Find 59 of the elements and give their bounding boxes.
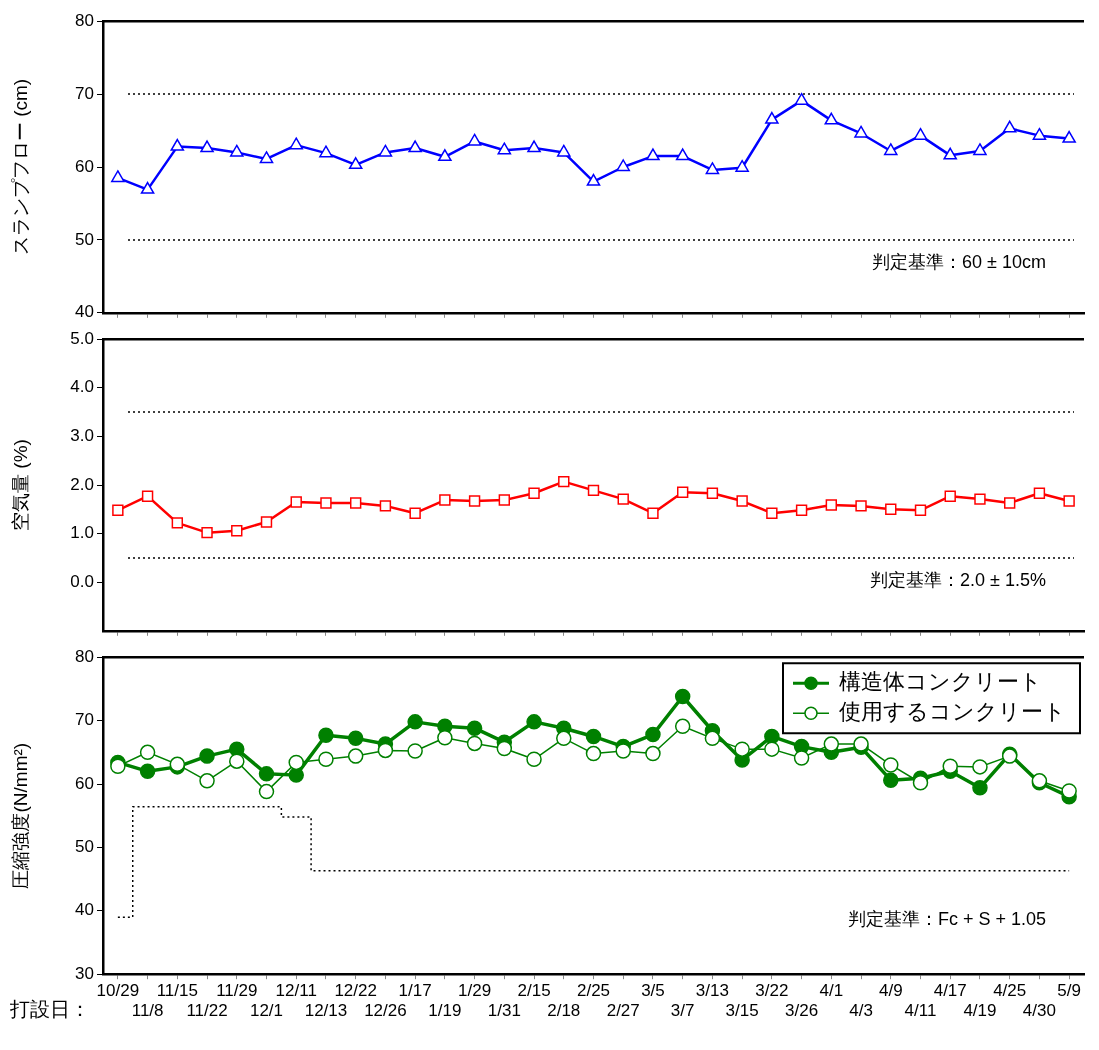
y-axis-title: 圧縮強度(N/mm²)	[9, 742, 31, 889]
y-tick-label: 70	[75, 83, 94, 103]
y-axis-title: スランプフロー (cm)	[9, 78, 31, 256]
x-tick-label: 4/1	[819, 981, 844, 1001]
x-tick-label: 2/15	[517, 981, 551, 1001]
annotation: 判定基準：2.0 ± 1.5%	[870, 570, 1046, 591]
x-tick-label: 10/29	[96, 981, 140, 1001]
x-tick-label: 4/11	[904, 1001, 937, 1021]
annotation: 判定基準：60 ± 10cm	[872, 252, 1046, 273]
y-tick-label: 1.0	[70, 523, 94, 543]
y-axis-title: 空気量 (%)	[9, 439, 31, 531]
x-tick-label: 3/15	[725, 1001, 759, 1021]
x-tick-label: 3/13	[695, 981, 729, 1001]
x-tick-label: 4/19	[963, 1001, 997, 1021]
x-tick-label: 1/31	[487, 1001, 521, 1021]
x-tick-label: 12/26	[364, 1001, 407, 1021]
y-tick-label: 0.0	[70, 571, 94, 591]
y-tick-label: 50	[75, 229, 94, 249]
x-tick-label: 12/11	[275, 981, 317, 1001]
x-tick-label: 3/5	[641, 981, 665, 1001]
x-tick-label: 12/13	[304, 1001, 348, 1021]
x-tick-label: 11/8	[131, 1001, 164, 1021]
annotation: 判定基準：Fc + S + 1.05	[847, 909, 1046, 930]
x-tick-label: 4/30	[1022, 1001, 1056, 1021]
x-tick-label: 1/29	[458, 981, 492, 1001]
y-tick-label: 80	[75, 10, 94, 30]
legend-label: 使用するコンクリート	[839, 699, 1066, 725]
y-tick-label: 70	[75, 710, 94, 730]
x-tick-label: 11/22	[186, 1001, 228, 1021]
x-tick-label: 4/3	[849, 1001, 873, 1021]
x-tick-label: 12/22	[334, 981, 377, 1001]
x-axis-title: 打設日：	[9, 997, 90, 1020]
y-tick-label: 40	[75, 302, 94, 322]
y-tick-label: 3.0	[70, 426, 94, 446]
x-tick-label: 5/9	[1057, 981, 1081, 1001]
x-tick-label: 3/26	[785, 1001, 819, 1021]
y-tick-label: 40	[75, 900, 94, 920]
y-tick-label: 5.0	[70, 328, 94, 348]
x-tick-label: 11/29	[216, 981, 258, 1001]
y-tick-label: 4.0	[70, 377, 94, 397]
y-tick-label: 80	[75, 646, 94, 666]
x-tick-label: 1/19	[428, 1001, 462, 1021]
x-tick-label: 2/18	[547, 1001, 581, 1021]
x-tick-label: 2/27	[606, 1001, 640, 1021]
x-tick-label: 4/9	[878, 981, 903, 1001]
x-tick-label: 4/17	[933, 981, 967, 1001]
x-tick-label: 4/25	[993, 981, 1027, 1001]
x-tick-label: 11/15	[156, 981, 198, 1001]
x-tick-label: 3/7	[670, 1001, 695, 1021]
x-tick-label: 2/25	[576, 981, 611, 1001]
x-tick-label: 1/17	[398, 981, 432, 1001]
legend-label: 構造体コンクリート	[839, 669, 1042, 695]
y-tick-label: 30	[75, 963, 94, 983]
y-tick-label: 60	[75, 156, 94, 176]
y-tick-label: 2.0	[70, 474, 94, 494]
y-tick-label: 60	[75, 773, 94, 793]
x-tick-label: 12/1	[249, 1001, 284, 1021]
y-tick-label: 50	[75, 837, 94, 857]
x-tick-label: 3/22	[755, 981, 789, 1001]
